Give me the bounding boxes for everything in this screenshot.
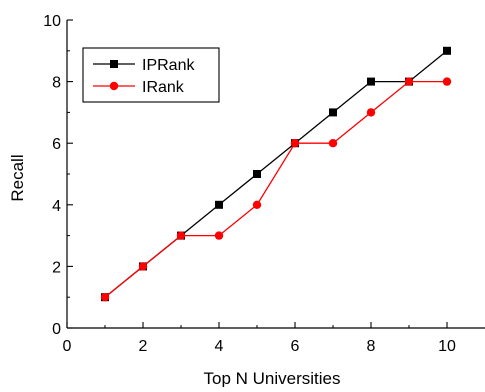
data-point-irank [176,231,186,240]
legend-label: IRank [142,79,185,96]
data-point-irank [442,77,452,86]
y-tick-label: 0 [52,321,61,338]
y-tick-label: 2 [52,259,61,276]
x-tick-label: 4 [215,338,224,355]
y-tick-label: 8 [52,75,61,92]
data-point-iprank [215,200,223,209]
legend-box [82,47,220,103]
legend-label: IPRank [142,57,195,74]
data-point-irank [138,262,148,271]
legend-marker [110,60,118,68]
x-axis-title: Top N Universities [204,369,341,387]
data-point-irank [404,77,414,86]
y-tick-label: 6 [52,136,61,153]
x-tick-label: 0 [63,338,72,355]
series-layer [100,46,452,302]
data-point-irank [252,200,262,209]
data-point-irank [214,231,224,240]
y-axis-title: Recall [8,154,27,201]
legend-entry-iprank: IPRank [93,57,195,74]
series-irank [100,77,452,302]
legend-marker [109,81,119,91]
data-point-iprank [253,170,261,178]
y-tick-label: 4 [52,198,61,215]
y-tick-label: 10 [43,13,61,30]
legend: IPRank IRank [82,47,220,103]
x-tick-label: 8 [367,338,376,355]
axes: 0 2 4 6 8 10 0 2 4 6 8 10 [43,13,485,355]
series-line-irank [104,80,447,298]
x-tick-label: 10 [438,338,456,355]
data-point-iprank [443,46,451,55]
data-point-irank [290,139,300,148]
x-tick-label: 2 [139,338,148,355]
x-tick-label: 6 [291,338,300,355]
legend-entry-irank: IRank [93,79,185,96]
data-point-iprank [329,108,337,117]
data-point-irank [100,293,110,302]
data-point-irank [366,108,376,117]
data-point-irank [328,139,338,148]
data-point-iprank [367,77,375,86]
